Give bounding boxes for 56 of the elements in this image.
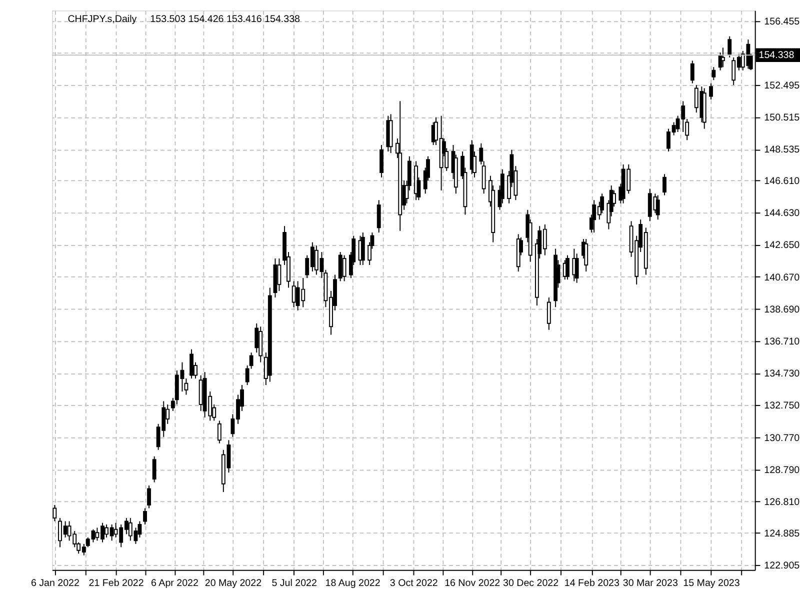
x-tick-label: 16 Nov 2022 bbox=[444, 578, 500, 590]
candlestick bbox=[721, 47, 725, 68]
candlestick bbox=[546, 296, 551, 330]
candlestick bbox=[360, 232, 365, 266]
x-tick-label: 30 Mar 2023 bbox=[622, 578, 678, 590]
x-tick-label: 6 Apr 2022 bbox=[151, 578, 198, 590]
x-tick-label: 15 May 2023 bbox=[683, 578, 740, 590]
candlestick bbox=[584, 238, 588, 272]
y-tick-label: 126.810 bbox=[764, 497, 800, 508]
x-tick-label: 14 Feb 2023 bbox=[564, 578, 620, 590]
candlestick bbox=[566, 254, 570, 280]
y-tick-label: 128.790 bbox=[764, 464, 800, 476]
x-tick-label: 18 Aug 2022 bbox=[325, 578, 380, 590]
x-tick-label: 5 Jul 2022 bbox=[272, 578, 317, 590]
y-tick-label: 156.455 bbox=[764, 16, 800, 28]
y-tick-label: 142.650 bbox=[764, 240, 800, 252]
candlestick bbox=[292, 280, 296, 308]
x-tick-label: 20 May 2022 bbox=[204, 578, 262, 590]
candlestick bbox=[712, 66, 716, 81]
candlestick bbox=[662, 174, 666, 196]
candlestick bbox=[380, 144, 384, 178]
candlestick bbox=[690, 60, 694, 84]
candlestick bbox=[217, 420, 222, 444]
x-tick-label: 21 Feb 2022 bbox=[88, 578, 144, 590]
y-tick-label: 122.905 bbox=[764, 560, 800, 572]
y-tick-label: 144.630 bbox=[764, 208, 800, 220]
candlestick bbox=[709, 82, 713, 100]
x-tick-label: 30 Dec 2022 bbox=[503, 578, 559, 590]
y-tick-label: 152.495 bbox=[764, 80, 800, 92]
chart-subtitle: 153.503 154.426 153.416 154.338 bbox=[150, 14, 301, 26]
candlestick bbox=[190, 348, 194, 379]
candlestick bbox=[277, 258, 282, 292]
candlestick bbox=[342, 254, 346, 282]
y-tick-label: 132.750 bbox=[764, 400, 800, 412]
y-tick-label: 136.710 bbox=[764, 336, 800, 348]
candlestick bbox=[376, 200, 381, 234]
y-tick-label: 150.515 bbox=[764, 112, 800, 124]
candlestick bbox=[728, 36, 732, 58]
candlestick bbox=[574, 253, 579, 284]
candlestick bbox=[656, 194, 660, 220]
ref-line-label: 154.338 bbox=[758, 50, 795, 62]
candlestick bbox=[152, 456, 156, 483]
candlestick bbox=[147, 485, 151, 509]
y-tick-label: 130.770 bbox=[764, 432, 800, 444]
candlestick bbox=[338, 252, 342, 282]
chart-title: CHFJPY.s,Daily bbox=[68, 14, 137, 26]
candlestick bbox=[143, 508, 147, 525]
x-tick-label: 6 Jan 2022 bbox=[30, 578, 80, 590]
x-tick-label: 3 Oct 2022 bbox=[390, 578, 438, 590]
y-tick-label: 148.535 bbox=[764, 144, 800, 156]
y-tick-label: 134.730 bbox=[764, 368, 800, 380]
y-tick-label: 146.610 bbox=[764, 176, 800, 187]
candlestick bbox=[52, 504, 57, 522]
y-tick-label: 140.670 bbox=[764, 272, 800, 284]
y-tick-label: 138.690 bbox=[764, 304, 800, 316]
y-tick-label: 124.885 bbox=[764, 528, 800, 540]
